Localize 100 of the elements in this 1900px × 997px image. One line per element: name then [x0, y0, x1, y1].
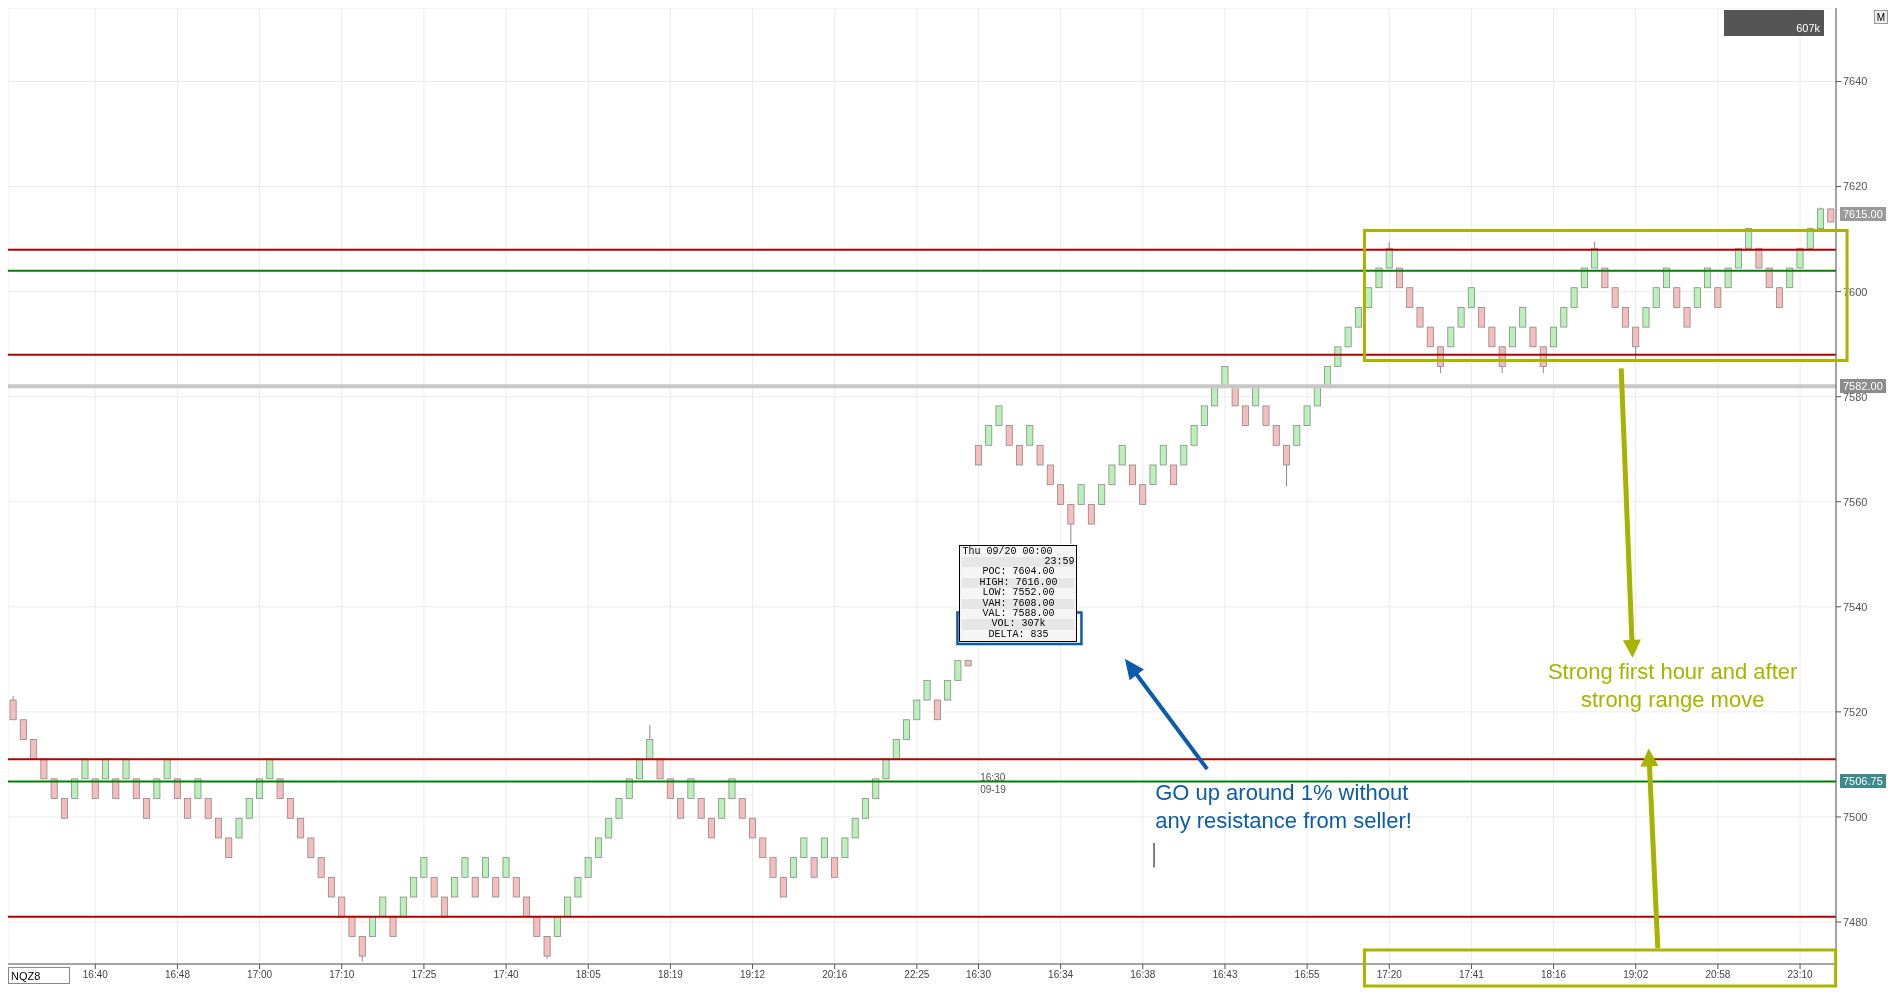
candlestick — [944, 679, 952, 701]
annotation: GO up around 1% without any resistance from seller! — [1155, 778, 1413, 835]
candlestick — [482, 857, 489, 878]
candlestick — [1652, 287, 1660, 308]
candlestick — [1591, 241, 1599, 269]
candlestick — [831, 857, 839, 878]
candlestick — [286, 798, 294, 819]
candlestick — [738, 798, 746, 819]
candlestick — [410, 876, 418, 898]
candlestick — [1365, 287, 1373, 308]
candlestick — [1529, 326, 1537, 348]
candlestick — [1067, 503, 1075, 545]
x-tick-label: 23:10 — [1787, 969, 1813, 981]
x-tick-label: 17:41 — [1458, 969, 1485, 981]
x-tick-label: 16:55 — [1294, 969, 1321, 981]
x-tick-label: 17:40 — [493, 969, 520, 981]
candlestick — [214, 817, 222, 839]
candlestick — [502, 857, 510, 878]
candlestick — [1683, 307, 1691, 328]
x-tick-label: 16:34 — [1048, 969, 1074, 981]
candlestick — [1036, 444, 1044, 466]
candlestick — [1026, 425, 1034, 446]
candlestick — [1621, 307, 1629, 328]
annotation: HIGH: 7616.00 — [962, 576, 1075, 589]
x-tick-label: 17:00 — [247, 969, 273, 981]
annotation: VAH: 7608.00 — [962, 597, 1075, 610]
x-tick-label: 16:48 — [164, 969, 191, 981]
candlestick — [9, 695, 17, 721]
candlestick — [1272, 425, 1280, 446]
candlestick — [1755, 247, 1763, 269]
candlestick — [759, 837, 767, 859]
candlestick — [995, 405, 1003, 426]
candlestick — [718, 798, 726, 819]
candlestick — [584, 857, 592, 878]
label-box: 7582.00 — [1840, 379, 1886, 394]
candlestick — [1057, 484, 1065, 505]
candlestick — [820, 837, 828, 859]
candlestick — [1293, 425, 1301, 446]
candlestick — [1354, 307, 1362, 328]
y-tick-label: 7500 — [1843, 810, 1868, 823]
candlestick — [1508, 326, 1516, 348]
candlestick — [1016, 444, 1023, 466]
y-tick-label: 7520 — [1843, 705, 1868, 718]
candlestick — [1447, 326, 1455, 348]
x-tick-label: 17:25 — [411, 969, 437, 981]
candlestick — [1200, 405, 1208, 426]
candlestick — [430, 876, 438, 898]
candlestick — [1180, 444, 1188, 466]
x-tick-label: 20:58 — [1705, 969, 1731, 981]
candlestick — [646, 724, 654, 760]
candlestick — [790, 857, 798, 878]
candlestick — [1159, 444, 1167, 466]
x-tick-label: 18:16 — [1541, 969, 1567, 981]
x-tick-label: 19:02 — [1623, 969, 1649, 981]
candlestick — [1087, 503, 1095, 525]
candlestick — [1570, 287, 1578, 308]
y-tick-label: 7620 — [1843, 180, 1868, 193]
candlestick — [143, 798, 151, 819]
candlestick — [933, 699, 941, 721]
candlestick — [1478, 307, 1486, 328]
x-tick-label: 16:38 — [1130, 969, 1156, 981]
candlestick — [913, 699, 921, 721]
candlestick — [1467, 287, 1475, 308]
annotation: 23:59 — [962, 555, 1075, 568]
candlestick — [1118, 444, 1126, 466]
candlestick — [1488, 326, 1496, 348]
candlestick — [1170, 464, 1178, 486]
candlestick — [297, 817, 305, 839]
candlestick — [543, 935, 551, 960]
candlestick — [954, 660, 962, 681]
annotation: DELTA: 835 — [962, 628, 1075, 641]
candlestick — [512, 876, 520, 898]
candlestick — [451, 876, 459, 898]
candlestick — [1611, 287, 1619, 308]
x-tick-label: 22:25 — [904, 969, 930, 981]
candlestick — [1046, 464, 1054, 486]
candlestick — [1693, 287, 1701, 308]
candlestick — [779, 876, 787, 898]
x-tick-label: 19:12 — [740, 969, 766, 981]
annotation: LOW: 7552.00 — [962, 587, 1075, 599]
candlestick — [235, 817, 243, 839]
candlestick — [1077, 484, 1085, 505]
x-tick-label: 16:40 — [82, 969, 109, 981]
candlestick — [1344, 326, 1352, 348]
candlestick — [1149, 464, 1157, 486]
candlestick — [769, 857, 777, 878]
label-box: 607k — [1724, 10, 1824, 36]
candlestick — [19, 719, 27, 740]
candlestick — [1108, 464, 1116, 486]
candlestick — [1560, 307, 1568, 328]
candlestick — [1416, 307, 1424, 328]
candlestick — [1139, 484, 1147, 505]
x-tick-label: 17:20 — [1376, 969, 1403, 981]
candlestick — [707, 817, 715, 839]
candlestick — [1673, 287, 1681, 308]
x-tick-label: 20:16 — [822, 969, 848, 981]
candlestick — [204, 798, 212, 819]
label-box: 7615.00 — [1840, 206, 1886, 221]
candlestick — [615, 798, 623, 819]
candlestick — [1457, 307, 1465, 328]
